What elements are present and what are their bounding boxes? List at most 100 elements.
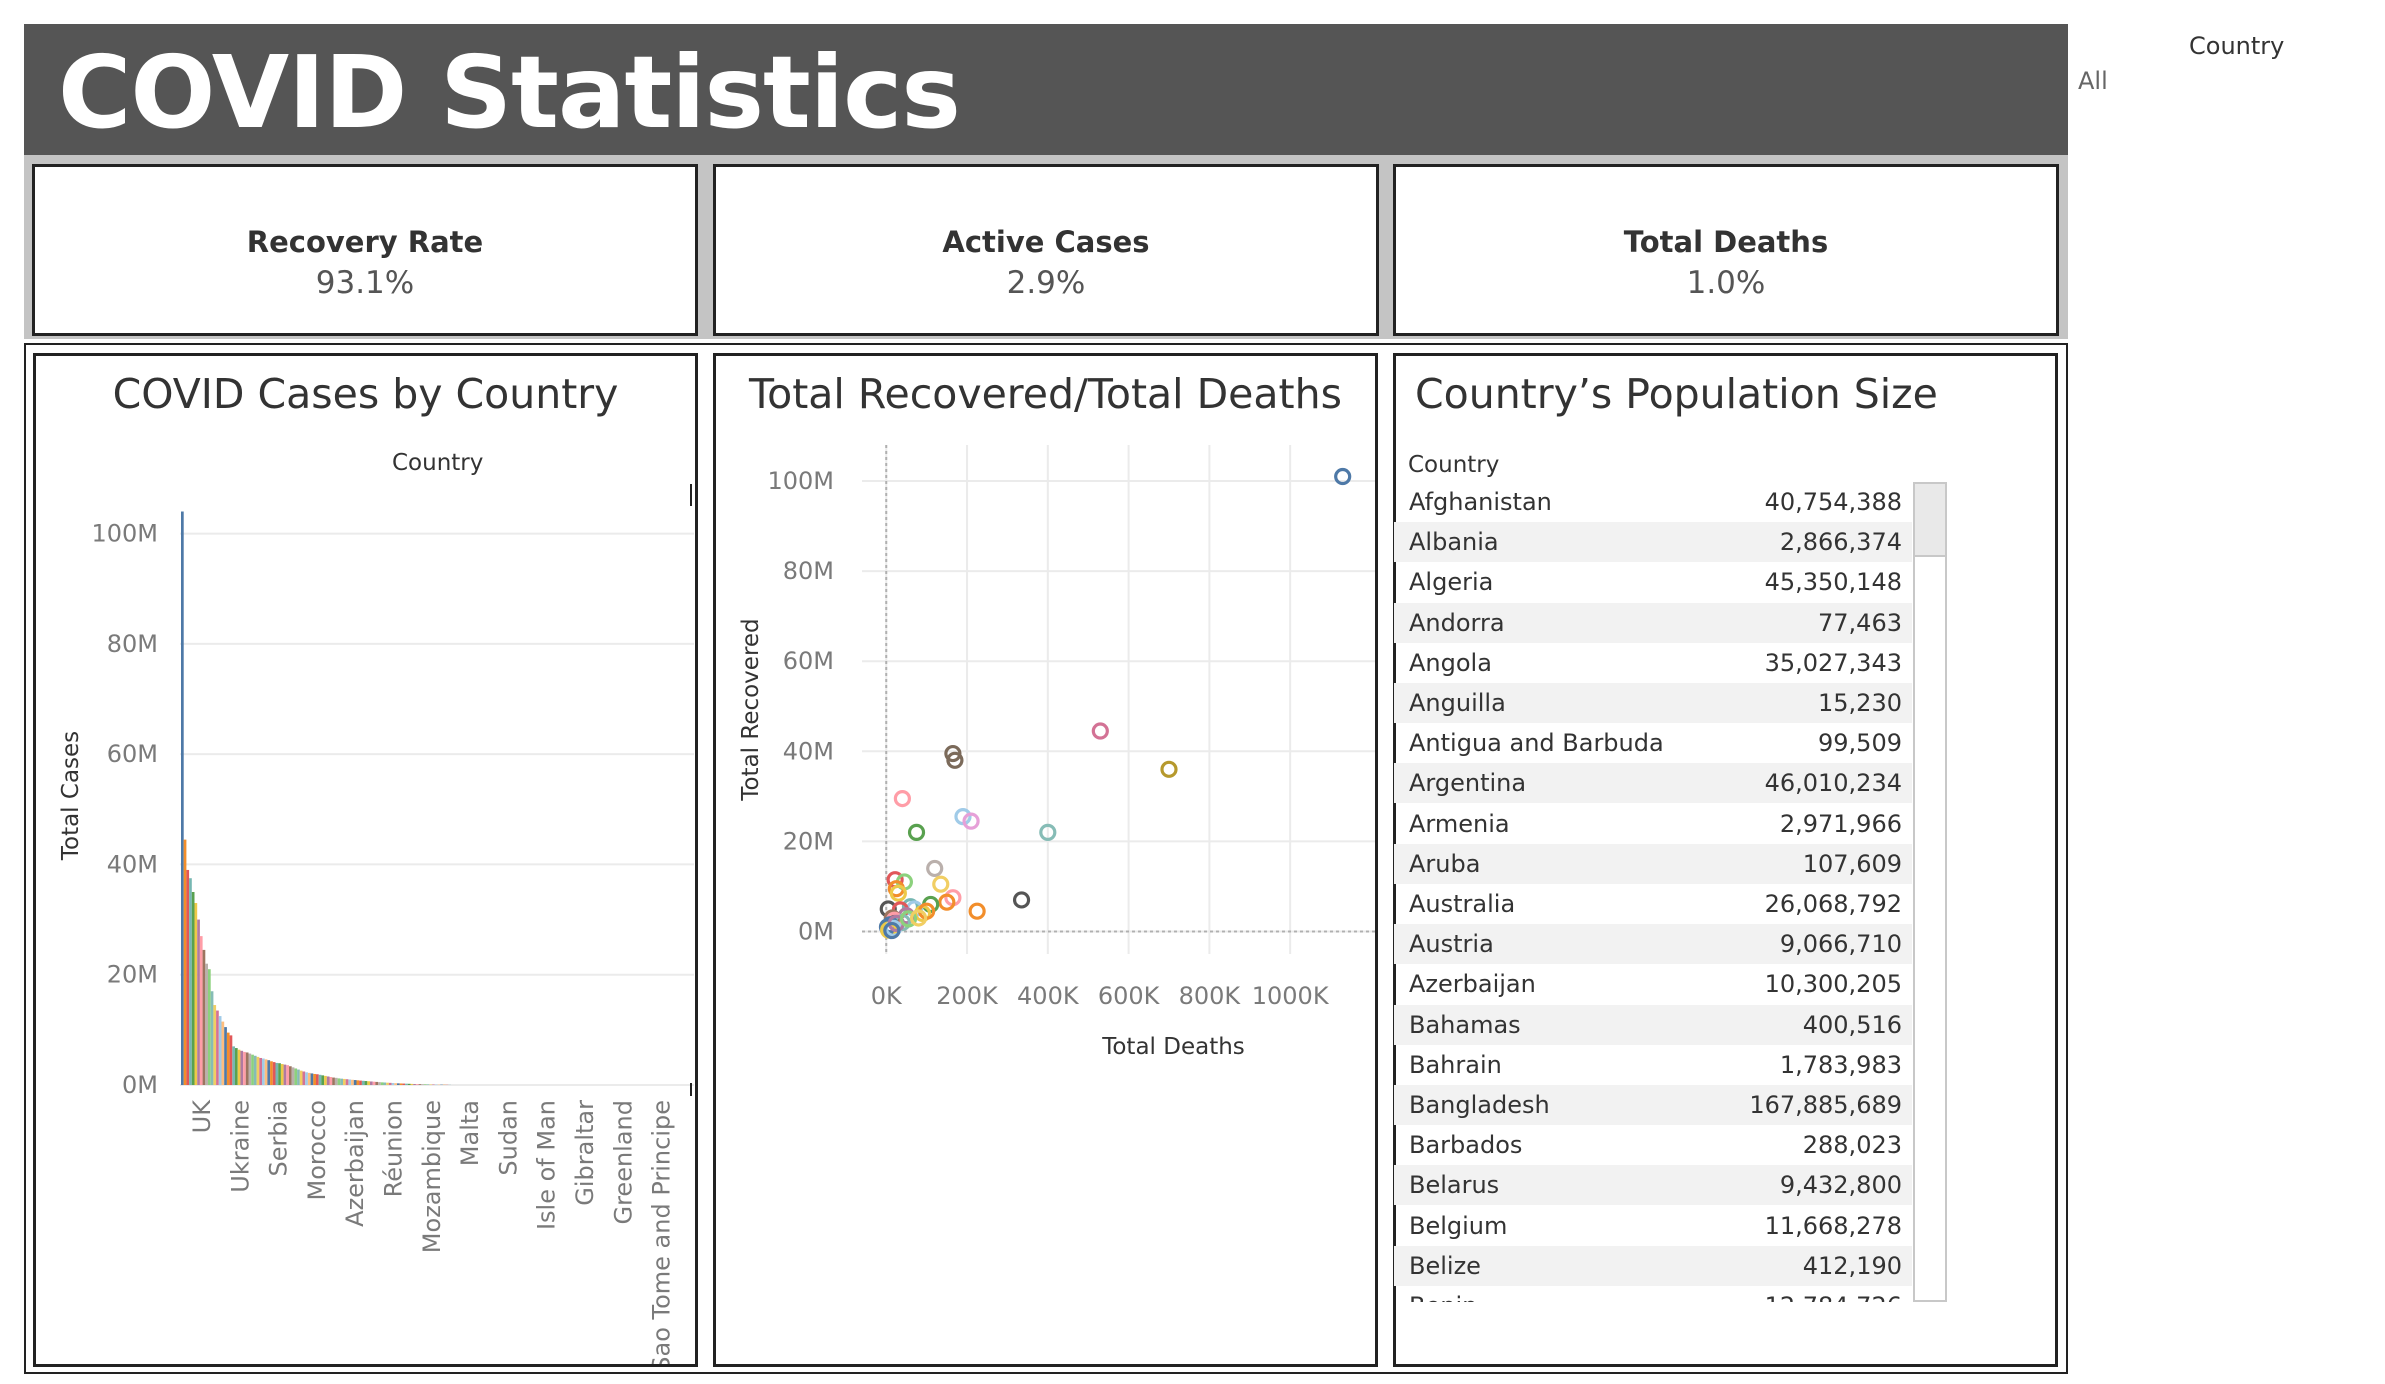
- population-value: 400,516: [1802, 1010, 1902, 1039]
- table-row[interactable]: Australia 26,068,792: [1394, 884, 1912, 924]
- bar: [394, 1083, 397, 1085]
- bar: [256, 1056, 260, 1085]
- table-title: Country’s Population Size: [1415, 370, 1938, 418]
- table-row[interactable]: Aruba 107,609: [1394, 843, 1912, 884]
- bar: [181, 511, 184, 1085]
- bar: [283, 1064, 287, 1085]
- table-row[interactable]: Belgium 11,668,278: [1394, 1206, 1912, 1246]
- table-row[interactable]: Bahamas 400,516: [1394, 1004, 1912, 1045]
- x-tick-label: Malta: [456, 1100, 484, 1166]
- table-row[interactable]: Azerbaijan 10,300,205: [1394, 964, 1912, 1004]
- bar: [307, 1072, 311, 1085]
- population-value: 12,784,726: [1765, 1292, 1902, 1302]
- table-row[interactable]: Andorra 77,463: [1394, 602, 1912, 643]
- population-value: 77,463: [1818, 608, 1902, 637]
- bar: [402, 1083, 406, 1085]
- bar: [289, 1066, 292, 1085]
- table-row[interactable]: Antigua and Barbuda 99,509: [1394, 723, 1912, 763]
- bar-chart-panel: [33, 353, 698, 1367]
- bar: [375, 1081, 379, 1085]
- table-row[interactable]: Belize 412,190: [1394, 1245, 1912, 1286]
- population-value: 35,027,343: [1764, 648, 1902, 677]
- y-tick-label: 20M: [783, 827, 834, 855]
- population-value: 99,509: [1818, 729, 1902, 758]
- y-tick-label: 80M: [783, 557, 834, 585]
- y-tick-label: 20M: [107, 961, 158, 989]
- country-name: Belgium: [1409, 1211, 1508, 1240]
- scatter-point: [968, 902, 986, 920]
- table-row[interactable]: Angola 35,027,343: [1394, 643, 1912, 683]
- content-frame: [24, 343, 2068, 1374]
- population-value: 412,190: [1802, 1251, 1902, 1280]
- kpi-value: 93.1%: [315, 265, 415, 301]
- x-tick-label: Greenland: [609, 1100, 637, 1225]
- scatter-title: Total Recovered/Total Deaths: [749, 370, 1342, 418]
- table-row[interactable]: Armenia 2,971,966: [1394, 804, 1912, 844]
- bar: [199, 936, 203, 1085]
- kpi-value: 2.9%: [1006, 265, 1086, 301]
- table-row[interactable]: Anguilla 15,230: [1394, 683, 1912, 723]
- bar: [253, 1055, 257, 1085]
- table-row[interactable]: Austria 9,066,710: [1394, 924, 1912, 965]
- y-tick-label: 60M: [783, 647, 834, 675]
- y-axis-title: Total Recovered: [738, 618, 764, 801]
- bar: [397, 1083, 400, 1085]
- table-scroll-thumb[interactable]: [1915, 484, 1945, 557]
- kpi-label: Active Cases: [942, 225, 1150, 259]
- y-tick-label: 100M: [767, 467, 834, 495]
- bar: [345, 1079, 349, 1085]
- x-tick-label: Azerbaijan: [341, 1100, 369, 1227]
- y-tick-label: 40M: [107, 850, 158, 878]
- table-row[interactable]: Afghanistan 40,754,388: [1394, 482, 1912, 522]
- bar: [264, 1059, 268, 1085]
- bar: [424, 1084, 427, 1085]
- bar: [291, 1067, 295, 1085]
- scatter-point: [938, 893, 956, 911]
- table-row[interactable]: Benin 12,784,726: [1394, 1286, 1912, 1302]
- bar: [270, 1061, 273, 1085]
- bar: [302, 1071, 306, 1085]
- country-name: Azerbaijan: [1409, 970, 1536, 999]
- bar: [210, 991, 214, 1085]
- country-name: Armenia: [1409, 809, 1510, 838]
- table-row[interactable]: Belarus 9,432,800: [1394, 1165, 1912, 1206]
- x-tick-label: Réunion: [380, 1100, 408, 1197]
- bar: [278, 1063, 281, 1085]
- bar: [226, 1032, 230, 1085]
- x-tick-label: 0K: [871, 982, 903, 1010]
- bar: [221, 1021, 225, 1085]
- bar: [272, 1062, 276, 1085]
- bar: [235, 1048, 238, 1085]
- bar: [299, 1070, 303, 1085]
- table-row[interactable]: Argentina 46,010,234: [1394, 763, 1912, 804]
- x-tick-label: 1000K: [1252, 982, 1330, 1010]
- table-row[interactable]: Bangladesh 167,885,689: [1394, 1085, 1912, 1125]
- country-name: Andorra: [1409, 608, 1505, 637]
- x-axis-title: Total Deaths: [1101, 1034, 1245, 1060]
- bar: [413, 1084, 416, 1085]
- bar: [267, 1060, 271, 1085]
- x-tick-label: Sao Tome and Principe: [648, 1100, 676, 1364]
- scatter-point: [909, 909, 928, 927]
- bar: [391, 1083, 395, 1085]
- bar: [370, 1081, 373, 1085]
- bar: [202, 949, 206, 1085]
- kpi-card-total-deaths: Total Deaths 1.0%: [1393, 164, 2059, 336]
- table-row[interactable]: Albania 2,866,374: [1394, 522, 1912, 563]
- kpi-label: Recovery Rate: [246, 225, 484, 259]
- population-value: 1,783,983: [1779, 1050, 1902, 1079]
- bar: [259, 1057, 262, 1085]
- population-value: 2,971,966: [1779, 809, 1902, 838]
- x-tick-label: 800K: [1179, 982, 1242, 1010]
- table-row[interactable]: Algeria 45,350,148: [1394, 562, 1912, 602]
- table-row[interactable]: Barbados 288,023: [1394, 1125, 1912, 1165]
- bar: [388, 1082, 392, 1085]
- scatter-point: [946, 751, 964, 769]
- country-filter-value[interactable]: All: [2078, 67, 2108, 95]
- bar: [353, 1080, 357, 1085]
- table-row[interactable]: Bahrain 1,783,983: [1394, 1045, 1912, 1085]
- bar: [275, 1062, 279, 1085]
- bar: [205, 963, 208, 1085]
- scatter-point: [1012, 891, 1031, 909]
- table-scrollbar[interactable]: [1913, 482, 1947, 1302]
